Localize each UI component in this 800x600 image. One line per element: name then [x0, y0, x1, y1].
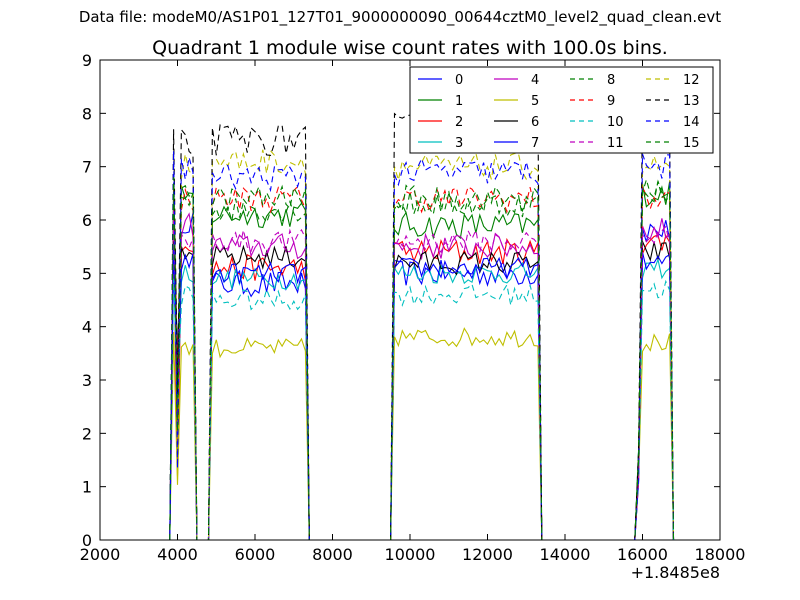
legend-label-15: 15	[683, 136, 700, 151]
y-tick-label: 6	[82, 211, 92, 230]
y-tick-label: 7	[82, 158, 92, 177]
x-tick-label: 18000	[695, 545, 746, 564]
legend-box	[409, 66, 714, 154]
x-tick-label: 6000	[235, 545, 276, 564]
y-tick-label: 3	[82, 371, 92, 390]
series-line-13	[169, 109, 675, 541]
legend-label-11: 11	[607, 136, 624, 151]
x-tick-label: 16000	[617, 545, 668, 564]
series-line-6	[169, 241, 675, 541]
legend-label-12: 12	[683, 73, 700, 88]
series-line-7	[169, 246, 675, 541]
legend-label-1: 1	[455, 94, 463, 109]
y-tick-label: 9	[82, 51, 92, 70]
x-tick-label: 10000	[385, 545, 436, 564]
y-tick-label: 5	[82, 264, 92, 283]
series-line-3	[169, 257, 675, 541]
series-line-14	[169, 150, 675, 541]
legend-label-7: 7	[531, 136, 539, 151]
legend-label-14: 14	[683, 115, 700, 130]
y-tick-label: 2	[82, 424, 92, 443]
x-offset-label: +1.8485e8	[631, 563, 720, 582]
legend-label-8: 8	[607, 73, 615, 88]
legend-label-6: 6	[531, 115, 539, 130]
series-layer	[169, 109, 675, 541]
series-line-5	[169, 327, 675, 541]
y-tick-label: 4	[82, 318, 92, 337]
data-file-caption: Data file: modeM0/AS1P01_127T01_90000000…	[78, 8, 722, 26]
legend-label-2: 2	[455, 115, 463, 130]
series-line-9	[169, 182, 675, 541]
x-tick-label: 8000	[312, 545, 353, 564]
legend-label-9: 9	[607, 94, 615, 109]
series-line-15	[169, 177, 675, 541]
legend-label-10: 10	[607, 115, 624, 130]
series-line-8	[169, 171, 675, 541]
tick-layer: 2000 4000 6000 8000 10000 12000 14000 16000 1800…	[80, 51, 746, 564]
x-tick-label: 2000	[80, 545, 121, 564]
y-tick-label: 8	[82, 104, 92, 123]
series-line-11	[169, 225, 675, 541]
legend-label-5: 5	[531, 94, 539, 109]
y-tick-label: 0	[82, 531, 92, 550]
legend-label-4: 4	[531, 73, 539, 88]
series-line-4	[169, 209, 675, 541]
legend-label-0: 0	[455, 73, 463, 88]
chart-title: Quadrant 1 module wise count rates with …	[152, 37, 668, 59]
series-line-10	[169, 278, 675, 541]
legend-label-3: 3	[455, 136, 463, 151]
x-tick-label: 14000	[540, 545, 591, 564]
y-tick-label: 1	[82, 478, 92, 497]
x-tick-label: 4000	[157, 545, 198, 564]
legend-label-13: 13	[683, 94, 700, 109]
series-line-1	[169, 181, 675, 541]
x-tick-label: 12000	[462, 545, 513, 564]
series-line-2	[169, 225, 675, 541]
